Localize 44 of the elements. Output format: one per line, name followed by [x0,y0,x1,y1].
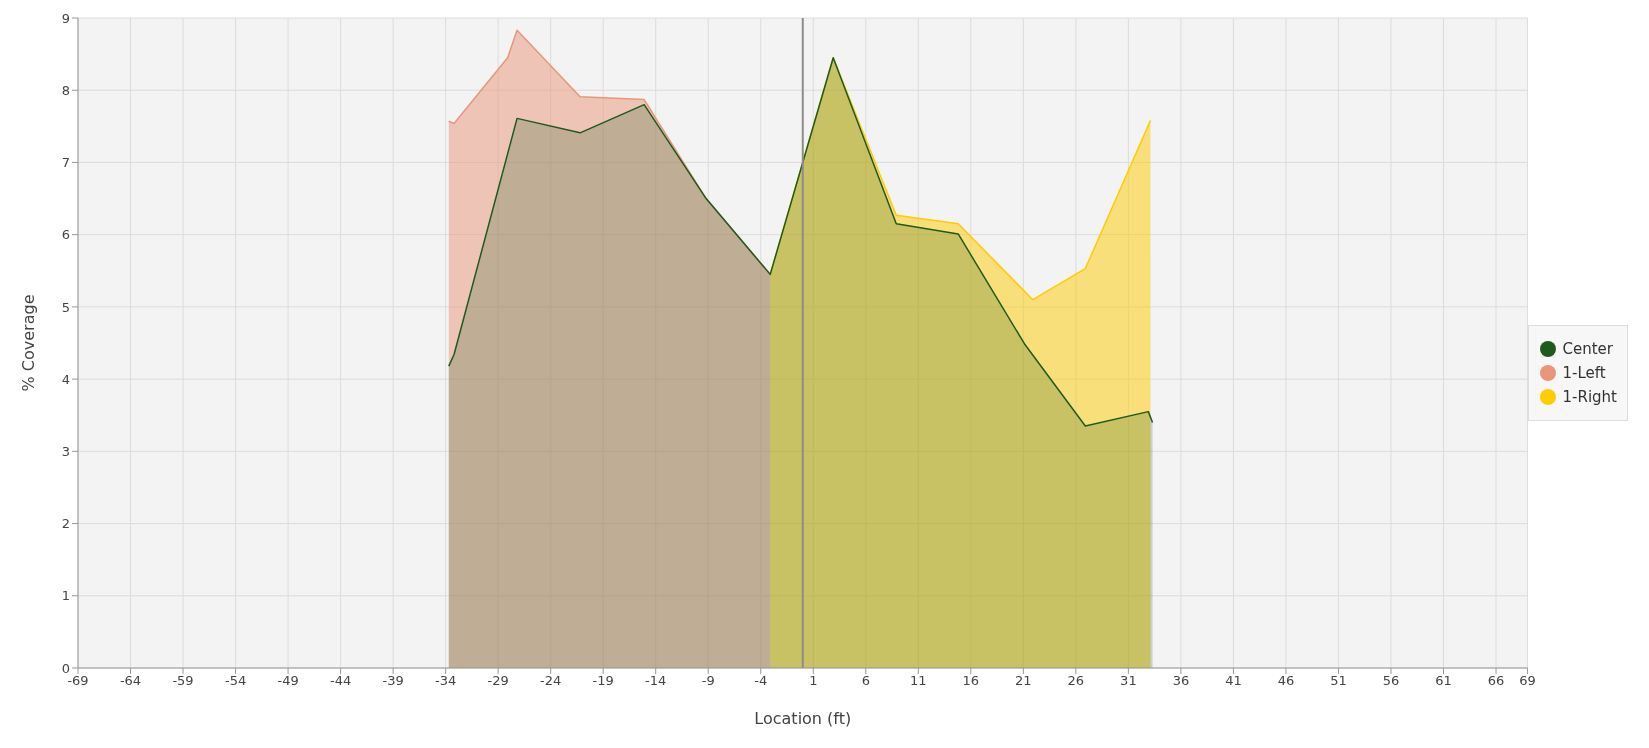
x-tick-label: -34 [435,673,457,689]
legend-label: 1-Right [1562,388,1617,406]
x-tick-label: 69 [1519,673,1536,689]
x-tick-label: -29 [487,673,509,689]
x-tick-label: -59 [172,673,194,689]
x-tick-label: -64 [119,673,142,689]
y-tick-label: 2 [61,516,70,532]
x-tick-label: -19 [592,673,614,689]
x-axis-title: Location (ft) [754,709,852,728]
x-tick-label: 56 [1382,673,1400,689]
x-tick-label: 61 [1435,673,1452,689]
x-tick-label: 31 [1120,673,1137,689]
y-tick-label: 4 [61,371,70,387]
x-tick-label: 26 [1067,673,1085,689]
x-tick-label: -54 [224,673,247,689]
y-tick-label: 1 [61,588,70,604]
x-tick-label: -49 [277,673,299,689]
legend-label: Center [1562,340,1614,358]
y-tick-label: 5 [61,299,70,315]
x-tick-label: 41 [1225,673,1242,689]
y-axis-title: % Coverage [18,294,38,392]
y-tick-label: 9 [61,10,70,26]
x-tick-label: -39 [382,673,404,689]
x-tick-label: -44 [329,673,352,689]
x-tick-label: 46 [1277,673,1295,689]
legend-label: 1-Left [1562,364,1606,382]
x-tick-label: -4 [754,673,768,689]
x-tick-label: -14 [645,673,667,689]
x-tick-label: 11 [910,673,927,689]
x-tick-label: 66 [1487,673,1505,689]
y-tick-label: 8 [61,82,70,98]
y-tick-label: 0 [61,660,70,676]
y-tick-label: 6 [61,227,70,243]
x-tick-label: 21 [1015,673,1032,689]
x-tick-label: 36 [1172,673,1190,689]
x-tick-label: -9 [701,673,715,689]
x-tick-label: -24 [540,673,562,689]
x-tick-label: 6 [861,673,870,689]
x-tick-label: -69 [67,673,89,689]
x-tick-label: 1 [809,673,818,689]
y-tick-label: 7 [61,155,70,171]
x-tick-label: 16 [962,673,980,689]
y-tick-label: 3 [61,443,70,459]
x-tick-label: 51 [1330,673,1347,689]
